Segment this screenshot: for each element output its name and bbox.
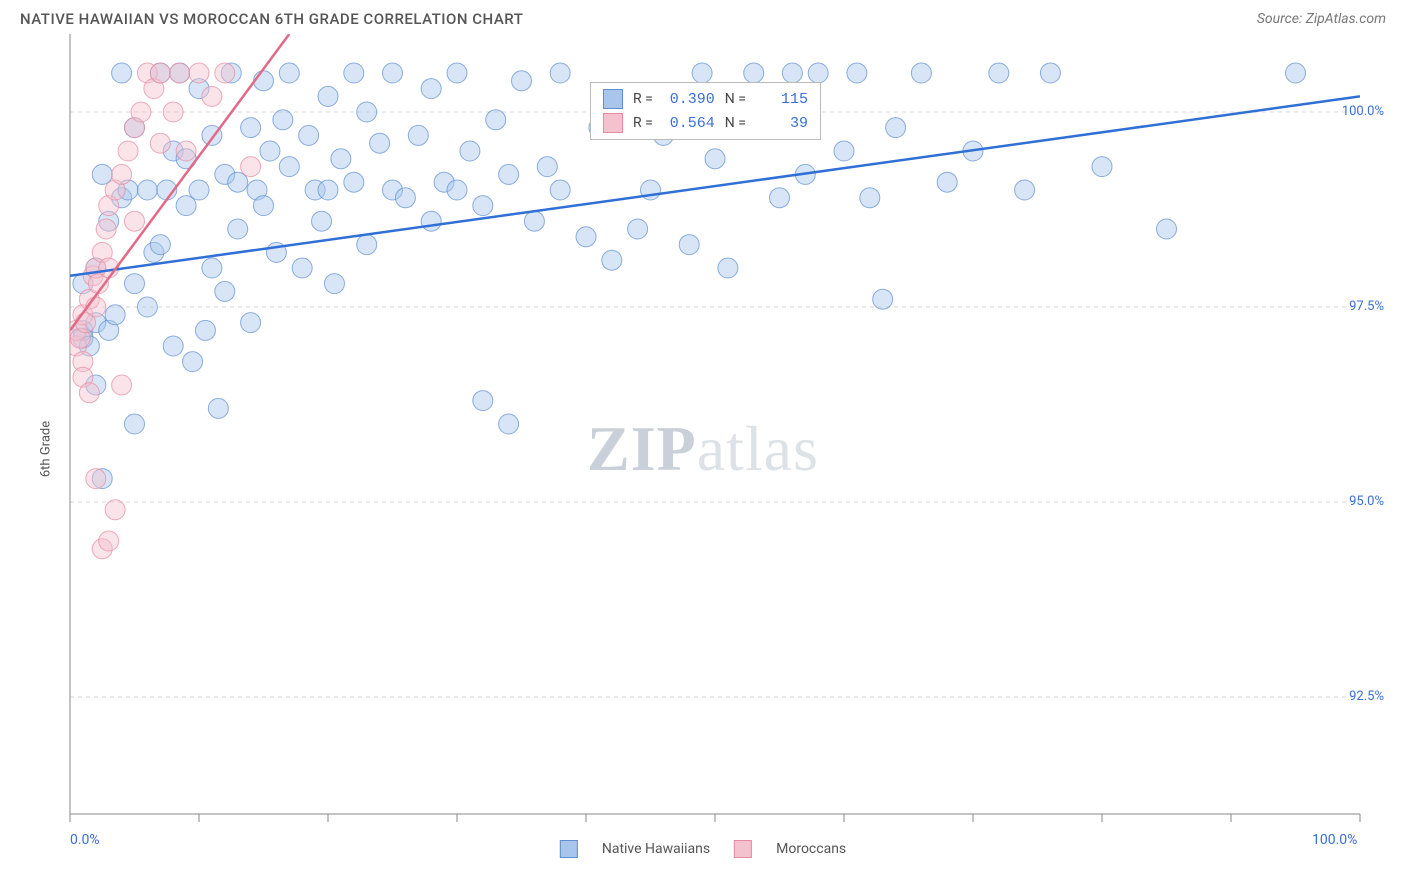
legend-label-moroccan: Moroccans xyxy=(776,841,846,857)
y-tick-label: 100.0% xyxy=(1342,104,1384,119)
legend-row-hawaiian: R = 0.390 N = 115 xyxy=(591,87,820,111)
scatter-plot xyxy=(20,34,1380,864)
y-tick-label: 92.5% xyxy=(1349,689,1384,704)
swatch-moroccan-bottom xyxy=(734,840,752,858)
y-tick-label: 95.0% xyxy=(1349,494,1384,509)
legend-row-moroccan: R = 0.564 N = 39 xyxy=(591,111,820,135)
series-legend: Native Hawaiians Moroccans xyxy=(560,840,846,858)
chart-container: 6th Grade ZIPatlas R = 0.390 N = 115 R =… xyxy=(20,34,1386,864)
r-value-moroccan: 0.564 xyxy=(663,115,715,132)
r-label: R = xyxy=(633,91,653,107)
r-label: R = xyxy=(633,115,653,131)
correlation-legend: R = 0.390 N = 115 R = 0.564 N = 39 xyxy=(590,82,821,140)
n-value-hawaiian: 115 xyxy=(756,91,808,108)
swatch-hawaiian-bottom xyxy=(560,840,578,858)
y-axis-label: 6th Grade xyxy=(39,421,54,477)
y-tick-label: 97.5% xyxy=(1349,299,1384,314)
r-value-hawaiian: 0.390 xyxy=(663,91,715,108)
n-value-moroccan: 39 xyxy=(756,115,808,132)
swatch-moroccan xyxy=(603,113,623,133)
x-axis-max-label: 100.0% xyxy=(1312,832,1357,848)
legend-label-hawaiian: Native Hawaiians xyxy=(602,841,710,857)
chart-title: NATIVE HAWAIIAN VS MOROCCAN 6TH GRADE CO… xyxy=(20,10,523,28)
swatch-hawaiian xyxy=(603,89,623,109)
source-label: Source: ZipAtlas.com xyxy=(1257,11,1386,27)
n-label: N = xyxy=(725,115,746,131)
n-label: N = xyxy=(725,91,746,107)
x-axis-min-label: 0.0% xyxy=(70,832,100,848)
